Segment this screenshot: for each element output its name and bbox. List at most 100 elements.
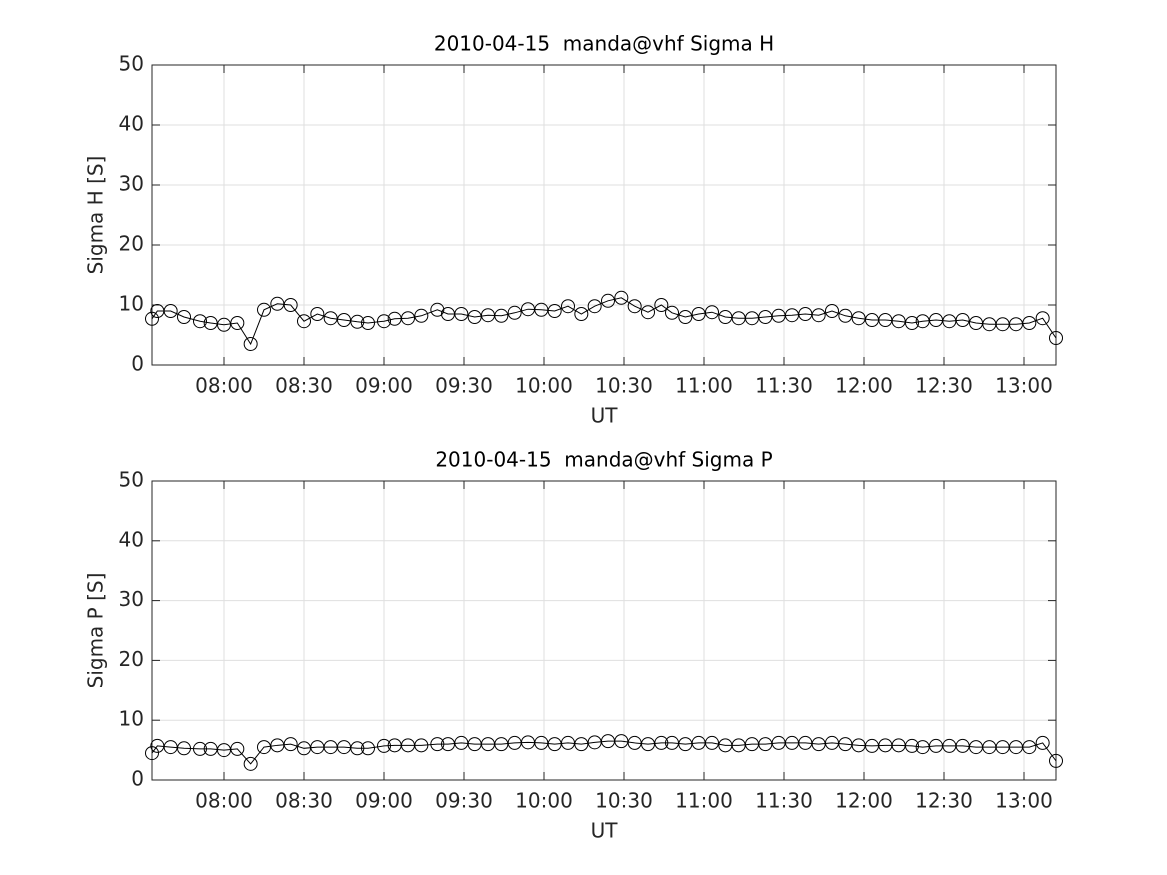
data-marker — [1022, 740, 1037, 755]
x-tick-label: 10:00 — [515, 374, 573, 398]
data-marker — [257, 740, 271, 755]
data-marker — [851, 311, 866, 326]
data-marker — [1035, 311, 1050, 326]
plot-area — [152, 481, 1056, 780]
data-marker — [587, 299, 602, 314]
data-marker — [350, 741, 365, 756]
data-marker — [1035, 735, 1050, 750]
data-marker — [891, 314, 906, 329]
data-marker — [614, 290, 629, 305]
y-tick-label: 20 — [119, 647, 144, 671]
data-marker — [905, 738, 919, 753]
data-marker — [454, 307, 469, 321]
data-marker — [1022, 316, 1037, 330]
x-tick-label: 09:30 — [435, 789, 493, 813]
y-axis-label: Sigma P [S] — [84, 573, 108, 689]
y-tick-label: 30 — [119, 587, 144, 611]
data-marker — [145, 311, 159, 326]
data-marker — [361, 741, 375, 756]
data-marker — [230, 741, 245, 756]
data-marker — [193, 741, 207, 756]
data-marker — [614, 734, 629, 749]
data-marker — [283, 298, 298, 312]
x-tick-label: 11:30 — [755, 374, 813, 398]
data-marker — [654, 298, 669, 312]
chart-title: 2010-04-15 manda@vhf Sigma P — [435, 448, 772, 472]
data-marker — [377, 314, 391, 329]
data-marker — [337, 313, 351, 327]
data-marker — [377, 738, 391, 753]
x-tick-label: 11:00 — [675, 374, 733, 398]
y-tick-label: 40 — [119, 112, 144, 136]
data-marker — [414, 308, 429, 323]
y-tick-label: 50 — [119, 468, 144, 492]
x-tick-label: 12:00 — [835, 374, 893, 398]
data-marker — [955, 313, 970, 327]
x-tick-label: 09:00 — [355, 374, 413, 398]
data-marker — [811, 308, 826, 323]
data-marker — [217, 317, 231, 332]
data-marker — [705, 735, 719, 750]
data-marker — [654, 735, 669, 750]
y-tick-label: 10 — [119, 292, 144, 316]
data-marker — [627, 299, 642, 314]
data-marker — [243, 756, 258, 771]
x-tick-label: 10:30 — [595, 374, 653, 398]
data-marker — [507, 305, 522, 320]
data-marker — [177, 741, 191, 756]
data-marker — [193, 314, 207, 329]
x-tick-label: 11:00 — [675, 789, 733, 813]
data-marker — [350, 314, 365, 329]
data-marker — [310, 307, 325, 321]
x-tick-label: 11:30 — [755, 789, 813, 813]
data-marker — [177, 310, 191, 324]
data-marker — [574, 737, 589, 752]
data-marker — [361, 316, 375, 330]
data-marker — [401, 311, 415, 326]
y-tick-label: 30 — [119, 172, 144, 196]
data-marker — [230, 316, 245, 330]
y-tick-label: 50 — [119, 52, 144, 76]
data-marker — [297, 314, 311, 329]
data-marker — [561, 299, 575, 314]
chart-title: 2010-04-15 manda@vhf Sigma H — [434, 32, 774, 56]
data-marker — [691, 307, 706, 321]
data-marker — [467, 310, 482, 324]
y-axis-label: Sigma H [S] — [84, 156, 108, 275]
data-marker — [145, 746, 159, 761]
axes-box — [151, 480, 1057, 781]
axes-box — [151, 64, 1057, 366]
data-marker — [430, 737, 445, 752]
x-tick-label: 08:00 — [195, 789, 253, 813]
data-marker — [547, 304, 562, 318]
x-tick-label: 08:00 — [195, 374, 253, 398]
x-tick-label: 10:30 — [595, 789, 653, 813]
data-marker — [838, 308, 853, 323]
x-tick-label: 12:00 — [835, 789, 893, 813]
data-marker — [494, 308, 509, 323]
data-marker — [705, 305, 719, 320]
x-tick-label: 09:00 — [355, 789, 413, 813]
x-tick-label: 13:00 — [995, 374, 1053, 398]
y-tick-label: 0 — [131, 767, 144, 791]
x-tick-label: 08:30 — [275, 374, 333, 398]
data-marker — [601, 293, 615, 308]
data-marker — [430, 302, 445, 317]
plot-area — [152, 65, 1056, 365]
x-tick-label: 12:30 — [915, 789, 973, 813]
data-marker — [1049, 753, 1063, 768]
x-tick-label: 08:30 — [275, 789, 333, 813]
x-tick-label: 12:30 — [915, 374, 973, 398]
data-marker — [203, 316, 218, 330]
x-tick-label: 09:30 — [435, 374, 493, 398]
data-marker — [243, 337, 258, 351]
data-marker — [163, 304, 178, 318]
x-axis-label: UT — [591, 819, 619, 843]
y-tick-label: 40 — [119, 527, 144, 551]
data-marker — [905, 316, 919, 330]
data-marker — [574, 307, 589, 321]
data-marker — [283, 737, 298, 752]
data-marker — [323, 311, 338, 326]
y-tick-label: 20 — [119, 232, 144, 256]
